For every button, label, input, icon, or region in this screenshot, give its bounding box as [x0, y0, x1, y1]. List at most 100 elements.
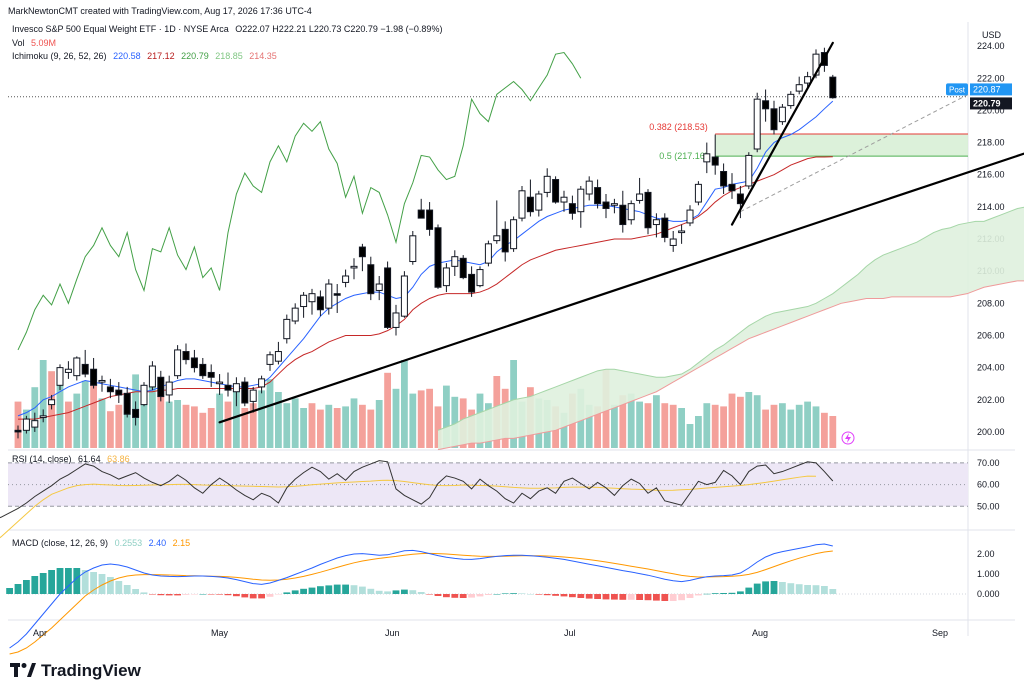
candle-body [535, 193, 543, 211]
macd-hist-bar [199, 594, 207, 595]
candle-body [585, 180, 593, 195]
volume-bar [325, 404, 333, 448]
volume-legend[interactable]: Vol 5.09M [12, 38, 60, 48]
volume-bar [249, 403, 257, 448]
macd-hist-bar [359, 586, 366, 594]
macd-hist-bar [535, 594, 543, 595]
candle-body [644, 191, 652, 229]
macd-hist-bar [241, 594, 249, 598]
volume-bar [434, 406, 442, 448]
volume-bar [737, 396, 744, 448]
macd-hist-bar [308, 587, 316, 594]
price-axis-tick: 206.00 [977, 330, 1005, 340]
candle-body [778, 106, 786, 123]
trendline-long [218, 152, 1024, 424]
candle-body [81, 363, 89, 375]
candle-body [652, 219, 660, 226]
volume-bar [770, 404, 778, 448]
volume-bar [48, 371, 55, 448]
macd-hist-bar [627, 594, 635, 600]
candle-body [736, 193, 744, 205]
candle-body [468, 273, 476, 293]
macd-hist-bar [485, 594, 492, 595]
candle-body [686, 209, 694, 224]
candle-body [283, 318, 291, 340]
volume-bar [308, 403, 316, 448]
rsi-label: RSI (14, close) [12, 454, 72, 464]
publisher-line: MarkNewtonCMT created with TradingView.c… [8, 6, 312, 16]
candle-body [720, 171, 728, 187]
macd-hist-bar [669, 594, 677, 601]
candle-body [560, 196, 568, 203]
volume-bar [753, 395, 761, 448]
ichimoku-span-a-value: 218.85 [215, 51, 243, 61]
candle-body [123, 392, 131, 415]
ichimoku-base-value: 217.12 [147, 51, 175, 61]
time-axis-month: Apr [33, 628, 47, 638]
volume-bar [636, 401, 643, 448]
candle-body [770, 108, 778, 131]
macd-hist-bar [325, 585, 333, 594]
candle-body [602, 201, 610, 209]
candle-body [157, 376, 165, 398]
tradingview-brand[interactable]: TradingView [10, 661, 141, 682]
macd-hist-bar [745, 587, 753, 594]
lightning-icon-glyph [845, 433, 851, 443]
volume-bar [149, 380, 156, 448]
candle-body [484, 243, 492, 264]
macd-hist-bar [165, 594, 173, 596]
macd-hist-bar [468, 594, 475, 598]
rsi-axis-tick: 70.00 [977, 458, 1000, 468]
ichimoku-label: Ichimoku (9, 26, 52, 26) [12, 51, 107, 61]
macd-hist-bar [275, 594, 282, 595]
macd-signal-value: 2.15 [172, 538, 191, 548]
macd-hist-bar [375, 590, 383, 594]
candle-body [392, 312, 400, 328]
candle-body [711, 156, 719, 166]
macd-hist-bar [392, 590, 400, 594]
macd-hist-bar [753, 583, 761, 594]
macd-hist-bar [132, 589, 139, 594]
candle-body [241, 381, 249, 404]
macd-hist-bar [518, 593, 526, 594]
candle-body [316, 296, 324, 311]
macd-hist-bar [543, 594, 551, 596]
candle-body [417, 209, 425, 219]
candle-body [291, 307, 299, 322]
candle-body [384, 267, 392, 328]
macd-hist-bar [636, 594, 643, 600]
price-axis-tick: 224.00 [977, 41, 1005, 51]
volume-bar [207, 408, 215, 448]
rsi-axis-tick: 60.00 [977, 480, 1000, 490]
rsi-axis-tick: 50.00 [977, 501, 1000, 511]
candle-body [182, 351, 190, 361]
symbol-legend[interactable]: Invesco S&P 500 Equal Weight ETF · 1D · … [12, 24, 446, 34]
candle-body [745, 154, 753, 187]
time-axis-month: Jul [564, 628, 576, 638]
macd-legend[interactable]: MACD (close, 12, 26, 9) 0.2553 2.40 2.15 [12, 538, 190, 548]
volume-bar [611, 404, 618, 448]
macd-hist-bar [14, 584, 22, 594]
macd-hist-bar [266, 594, 274, 597]
rsi-legend[interactable]: RSI (14, close) 61.64 63.86 [12, 454, 130, 464]
volume-bar [216, 393, 223, 448]
candle-body [476, 269, 484, 287]
volume-bar [443, 385, 450, 448]
volume-bar [451, 396, 459, 448]
volume-bar [627, 393, 635, 448]
volume-bar [779, 403, 786, 448]
ichimoku-legend[interactable]: Ichimoku (9, 26, 52, 26) 220.58 217.12 2… [12, 51, 281, 61]
candle-body [174, 349, 182, 377]
candle-body [594, 187, 602, 205]
candle-body [266, 354, 274, 365]
candle-body [190, 357, 198, 369]
rsi-value: 61.64 [78, 454, 101, 464]
macd-hist-bar [443, 594, 450, 598]
macd-hist-bar [501, 593, 509, 594]
fib-zone [715, 134, 968, 157]
candle-body [132, 408, 140, 418]
macd-hist-bar [602, 594, 610, 600]
volume-bar [291, 398, 299, 448]
